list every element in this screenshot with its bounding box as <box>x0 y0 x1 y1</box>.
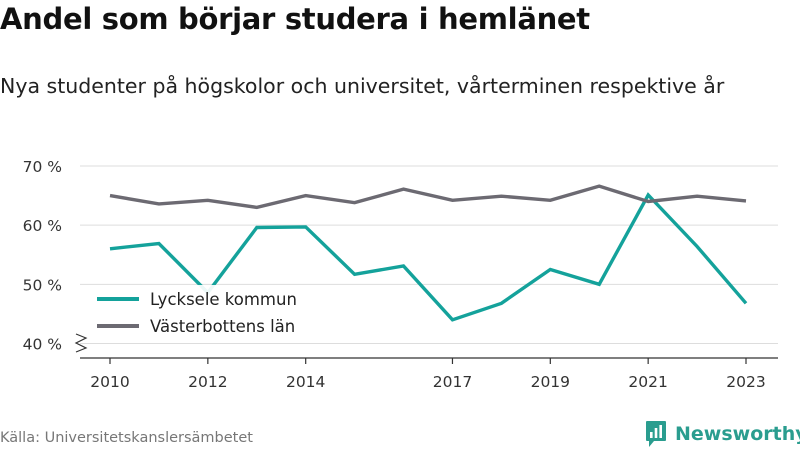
legend: Lycksele kommun Västerbottens län <box>88 285 320 343</box>
y-tick-label: 50 % <box>23 276 62 294</box>
y-axis-tick-labels: 40 % 50 % 60 % 70 % <box>23 158 62 354</box>
x-tick-label: 2019 <box>531 373 570 391</box>
chart-title: Andel som börjar studera i hemlänet <box>0 2 590 36</box>
x-tick-label: 2023 <box>726 373 765 391</box>
x-tick-label: 2021 <box>628 373 667 391</box>
brand-logo: Newsworthy <box>645 420 800 448</box>
brand-name: Newsworthy <box>675 423 800 445</box>
series-lines <box>109 184 748 322</box>
source-note: Källa: Universitetskanslersämbetet <box>0 430 253 446</box>
legend-label: Lycksele kommun <box>150 290 297 309</box>
legend-label: Västerbottens län <box>150 317 295 336</box>
x-tick-label: 2010 <box>90 373 129 391</box>
x-axis: 2010 2012 2014 2017 2019 2021 2023 <box>74 333 778 391</box>
series-line <box>109 184 747 210</box>
y-tick-label: 70 % <box>23 158 62 176</box>
series-line <box>109 192 748 322</box>
axis-break-icon <box>74 333 88 353</box>
x-tick-label: 2012 <box>188 373 227 391</box>
y-tick-label: 60 % <box>23 217 62 235</box>
legend-background <box>88 285 320 343</box>
chart-subtitle: Nya studenter på högskolor och universit… <box>0 74 725 98</box>
newsworthy-logo-icon <box>646 421 666 447</box>
grid-lines <box>80 165 778 344</box>
x-tick-label: 2017 <box>433 373 472 391</box>
x-tick-label: 2014 <box>286 373 325 391</box>
y-tick-label: 40 % <box>23 336 62 354</box>
